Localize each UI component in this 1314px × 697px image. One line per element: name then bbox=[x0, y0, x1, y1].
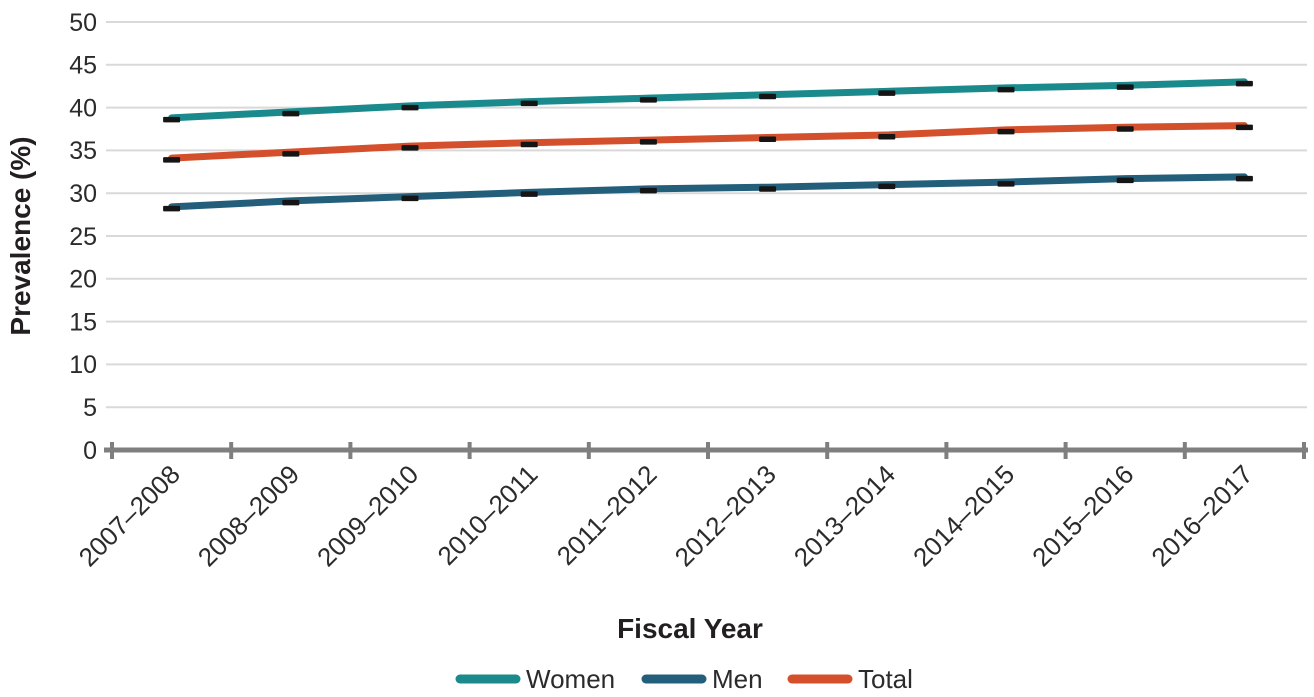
y-tick-labels: 0 5 10 15 20 25 30 35 40 45 50 bbox=[69, 9, 97, 465]
legend-item-women: Women bbox=[455, 664, 615, 694]
x-tick-label: 2010–2011 bbox=[432, 459, 544, 571]
x-tick-label: 2016–2017 bbox=[1145, 459, 1258, 572]
data-point-dash-total bbox=[639, 139, 657, 145]
data-point-dash-men bbox=[1235, 175, 1253, 182]
data-point-dash-men bbox=[401, 195, 419, 202]
legend-label: Men bbox=[712, 664, 763, 694]
legend-label: Total bbox=[858, 664, 913, 694]
x-tick-label: 2014–2015 bbox=[907, 459, 1020, 572]
series-line-women bbox=[168, 78, 1248, 122]
legend-item-men: Men bbox=[641, 664, 763, 694]
data-point-dash-men bbox=[997, 181, 1015, 187]
x-tick-label: 2011–2012 bbox=[551, 459, 663, 571]
data-point-dash-total bbox=[163, 157, 181, 163]
y-tick-label: 20 bbox=[69, 266, 97, 294]
y-tick-label: 10 bbox=[69, 351, 97, 379]
x-tick-label: 2007–2008 bbox=[73, 459, 186, 572]
data-point-dash-women bbox=[1235, 80, 1253, 87]
data-point-markers bbox=[163, 80, 1253, 212]
x-tick-labels: 2007–2008 2008–2009 2009–2010 2010–2011 2011… bbox=[73, 459, 1259, 572]
x-tick-label: 2008–2009 bbox=[192, 459, 305, 572]
data-point-dash-men bbox=[520, 191, 538, 197]
legend-item-total: Total bbox=[787, 664, 913, 694]
x-tick-label: 2012–2013 bbox=[669, 459, 782, 572]
data-point-dash-women bbox=[163, 116, 181, 123]
data-point-dash-women bbox=[401, 104, 419, 111]
data-point-dash-women bbox=[878, 90, 896, 96]
y-tick-label: 35 bbox=[69, 137, 97, 165]
y-tick-label: 0 bbox=[83, 437, 97, 465]
data-point-dash-total bbox=[878, 133, 896, 140]
y-tick-label: 15 bbox=[69, 308, 97, 336]
data-point-dash-men bbox=[1116, 177, 1134, 184]
y-axis-title: Prevalence (%) bbox=[5, 136, 36, 335]
data-series-lines bbox=[168, 78, 1248, 211]
legend: Women Men Total bbox=[455, 664, 913, 694]
data-point-dash-men bbox=[282, 199, 300, 206]
data-point-dash-total bbox=[282, 151, 300, 157]
y-tick-label: 25 bbox=[69, 223, 97, 251]
x-tick-label: 2009–2010 bbox=[311, 459, 424, 572]
x-axis bbox=[104, 442, 1308, 459]
data-point-dash-men bbox=[639, 187, 657, 194]
data-point-dash-women bbox=[997, 86, 1015, 93]
data-point-dash-total bbox=[759, 136, 777, 143]
y-tick-label: 50 bbox=[69, 9, 97, 37]
data-point-dash-total bbox=[997, 128, 1015, 135]
x-tick-label: 2015–2016 bbox=[1026, 459, 1139, 572]
y-tick-label: 40 bbox=[69, 94, 97, 122]
data-point-dash-women bbox=[639, 97, 657, 103]
y-tick-label: 5 bbox=[83, 394, 97, 422]
y-tick-label: 30 bbox=[69, 180, 97, 208]
data-point-dash-total bbox=[1235, 124, 1253, 131]
x-tick-label: 2013–2014 bbox=[788, 459, 901, 572]
data-point-dash-women bbox=[1116, 84, 1134, 90]
data-point-dash-men bbox=[163, 205, 181, 212]
data-point-dash-men bbox=[878, 183, 896, 190]
series-line-total bbox=[168, 122, 1248, 162]
data-point-dash-total bbox=[520, 141, 538, 148]
data-point-dash-total bbox=[401, 145, 419, 151]
series-line-men bbox=[168, 173, 1248, 211]
data-point-dash-total bbox=[1116, 126, 1134, 132]
data-point-dash-women bbox=[282, 110, 300, 117]
data-point-dash-women bbox=[520, 100, 538, 107]
data-point-dash-men bbox=[759, 186, 777, 192]
x-axis-title: Fiscal Year bbox=[617, 613, 763, 644]
legend-label: Women bbox=[526, 664, 615, 694]
data-point-dash-women bbox=[759, 93, 777, 100]
y-tick-label: 45 bbox=[69, 52, 97, 80]
gridlines bbox=[106, 21, 1307, 409]
